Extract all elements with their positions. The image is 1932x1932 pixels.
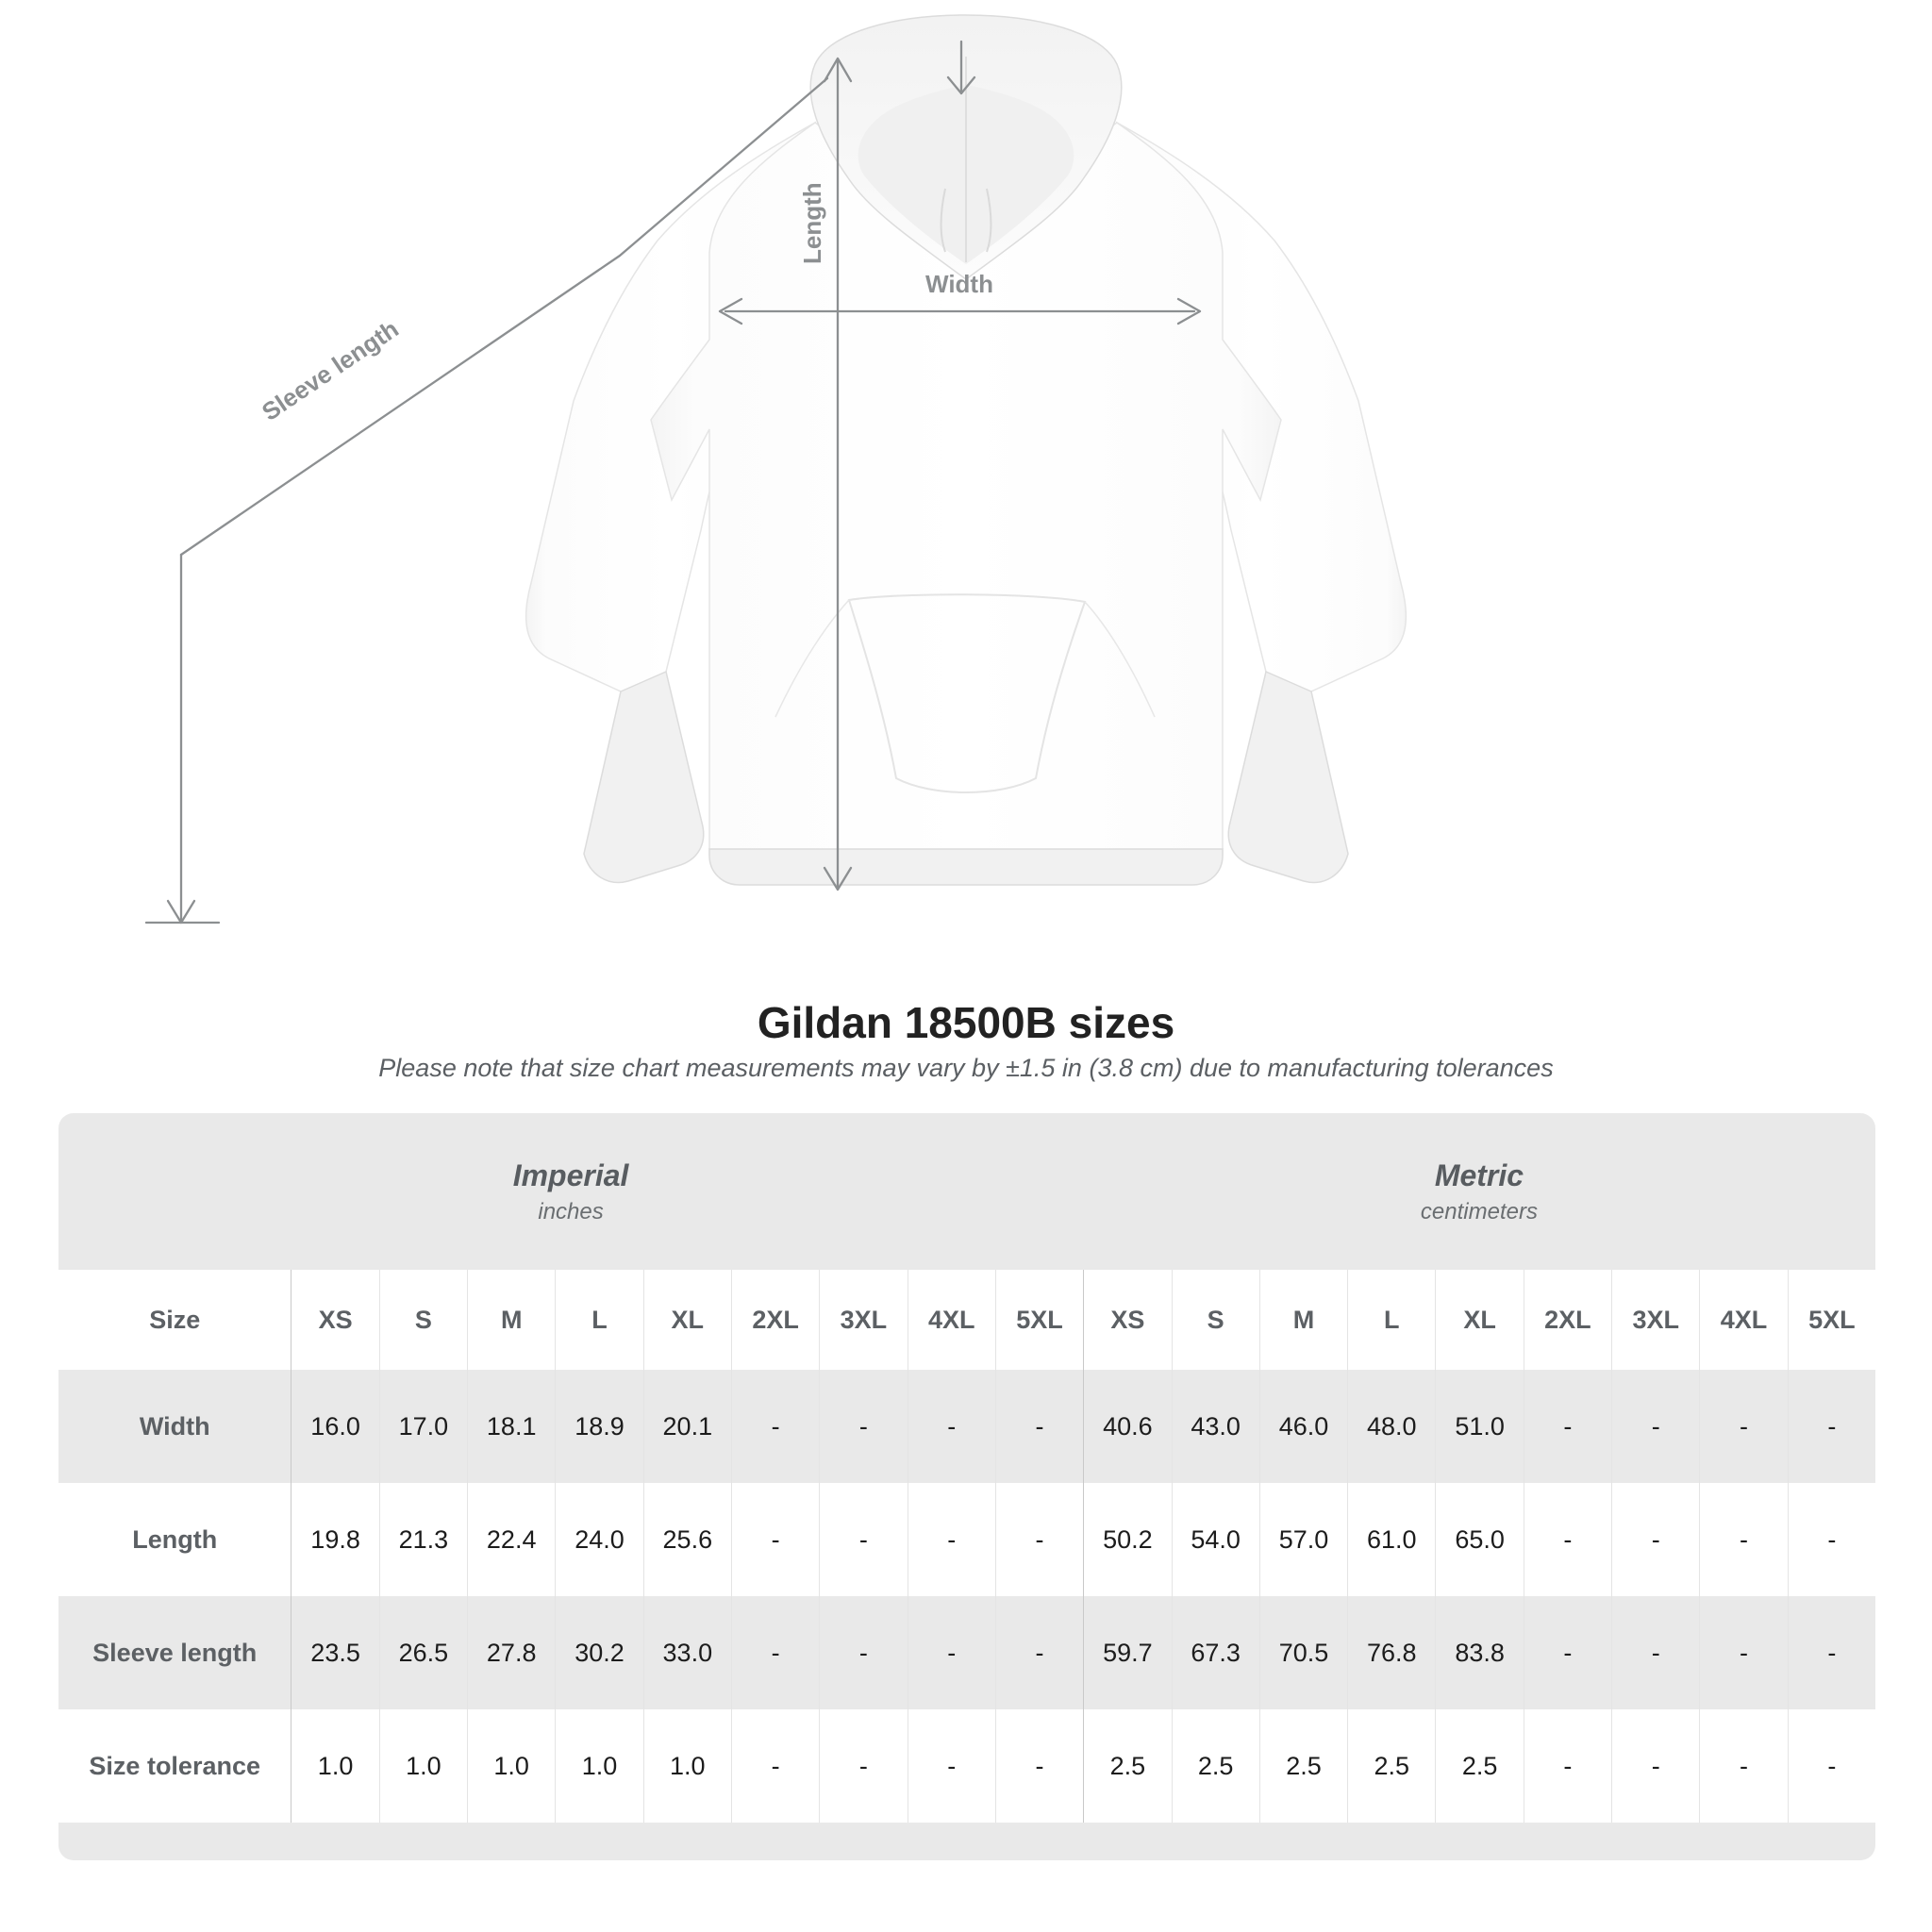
svg-text:Width: Width (925, 270, 993, 298)
svg-text:Sleeve length: Sleeve length (257, 314, 404, 426)
svg-text:Length: Length (798, 182, 826, 264)
